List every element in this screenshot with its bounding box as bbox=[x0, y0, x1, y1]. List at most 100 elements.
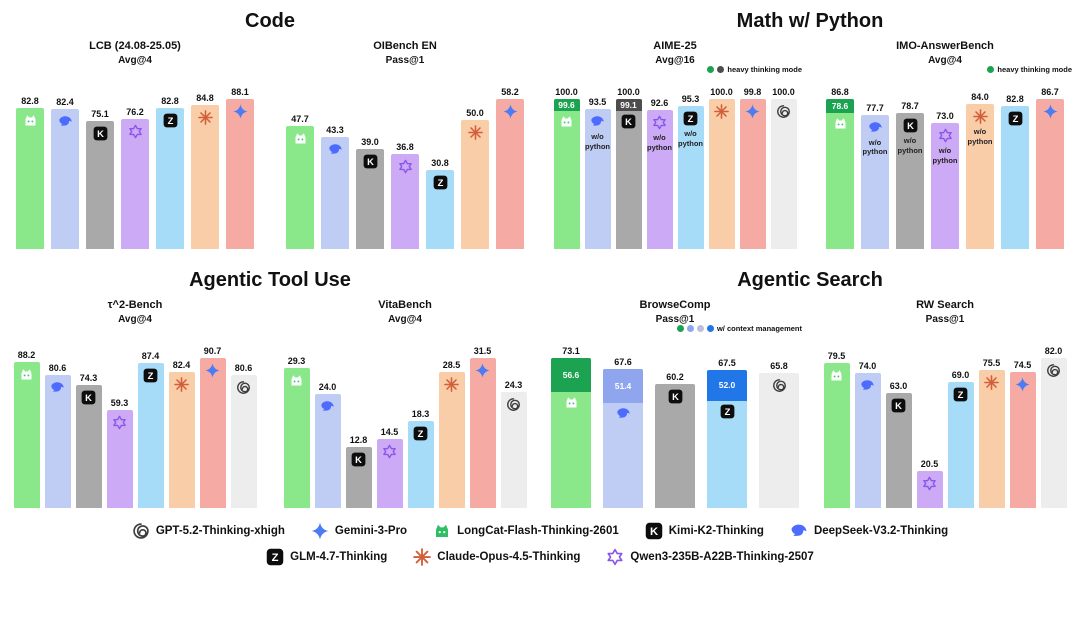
gemini-sparkle-icon bbox=[1042, 104, 1058, 119]
gemini-sparkle-icon bbox=[502, 104, 518, 119]
bar-column-qwen: 59.3 bbox=[106, 330, 133, 508]
bar-column-gpt: 24.3 bbox=[500, 330, 527, 508]
bar-icon-wrapper bbox=[833, 116, 848, 131]
legend-icon-wrapper bbox=[606, 548, 624, 566]
bar-qwen bbox=[391, 154, 419, 249]
svg-text:Z: Z bbox=[724, 407, 730, 417]
bar-longcat bbox=[823, 362, 850, 508]
bar-gpt bbox=[759, 372, 799, 508]
model-legend: GPT-5.2-Thinking-xhigh Gemini-3-Pro LongCa… bbox=[0, 522, 1080, 566]
bar-column-longcat: 73.1 56.6 bbox=[551, 330, 591, 508]
glm-z-icon: Z bbox=[1008, 111, 1022, 126]
bar-icon-wrapper: Z bbox=[1008, 111, 1023, 126]
section-title: Agentic Search bbox=[737, 269, 883, 291]
bar-icon-wrapper bbox=[128, 124, 143, 139]
bar-gpt bbox=[500, 392, 527, 508]
legend-dot-icon bbox=[717, 66, 725, 73]
bar-column-gemini: 74.5 bbox=[1009, 330, 1036, 508]
bar-gemini bbox=[1036, 99, 1064, 249]
qwen-star-icon bbox=[383, 444, 396, 459]
bar-column-qwen: 76.2 bbox=[121, 71, 149, 249]
bar-icon-wrapper bbox=[58, 114, 73, 129]
bar-value-label: 88.2 bbox=[17, 350, 36, 361]
bar-icon-wrapper: Z bbox=[413, 426, 428, 441]
chart-title: τ^2-Bench bbox=[107, 299, 163, 311]
bar-value-label: 29.3 bbox=[287, 356, 306, 367]
bar-column-deepseek: 67.6 51.4 bbox=[603, 330, 643, 508]
bar-value-label: 82.0 bbox=[1044, 346, 1063, 356]
svg-text:Z: Z bbox=[1012, 114, 1018, 124]
chart-title-block: τ^2-Bench Avg@4 bbox=[108, 298, 163, 328]
bar-column-glm: 82.8 Z bbox=[1001, 71, 1029, 249]
bar-longcat: 99.6 bbox=[553, 99, 580, 249]
bar-subvalue-label: 99.1 bbox=[620, 100, 637, 110]
legend-dot-icon bbox=[686, 325, 694, 332]
bar-column-longcat: 47.7 bbox=[286, 71, 314, 249]
chart-title-block: IMO-AnswerBench Avg@4 bbox=[896, 39, 994, 69]
bar-value-label: 74.5 bbox=[1013, 359, 1032, 370]
svg-text:K: K bbox=[355, 455, 362, 465]
bar-value-label: 18.3 bbox=[411, 408, 430, 419]
bar-value-label: 92.6 bbox=[650, 98, 669, 109]
bar-icon-wrapper bbox=[590, 114, 605, 129]
charts-row: τ^2-Bench Avg@4 88.2 80.6 74.3 K 59.3 87.4 Z 82.4… bbox=[0, 298, 540, 508]
bar-deepseek bbox=[854, 372, 881, 508]
bar-icon-wrapper: Z bbox=[953, 387, 968, 402]
bar-column-longcat: 29.3 bbox=[283, 330, 310, 508]
bar-column-claude: 84.0 w/o python bbox=[966, 71, 994, 249]
kimi-k-icon: K bbox=[351, 452, 366, 467]
bar-icon-wrapper bbox=[328, 142, 343, 157]
bar-column-deepseek: 24.0 bbox=[314, 330, 341, 508]
longcat-cat-icon bbox=[566, 397, 576, 408]
bar-value-label: 100.0 bbox=[772, 87, 795, 97]
svg-text:K: K bbox=[672, 392, 679, 402]
charts-row: BrowseComp Pass@1 w/ context management 73.… bbox=[540, 298, 1080, 508]
bar-icon-wrapper: Z bbox=[433, 175, 448, 190]
bar-icon-wrapper bbox=[559, 114, 574, 129]
bar-claude: w/o python bbox=[966, 103, 994, 249]
chart-title: LCB (24.08-25.05) bbox=[89, 40, 181, 52]
bar-column-gemini: 88.1 bbox=[226, 71, 254, 249]
qwen-star-icon bbox=[128, 124, 142, 139]
bar-icon-wrapper bbox=[502, 104, 518, 119]
bar-icon-wrapper bbox=[205, 363, 220, 378]
bar-column-qwen: 92.6 w/o python bbox=[646, 71, 673, 249]
chart-oibench: OIBench EN Pass@1 47.7 43.3 39.0 K 36.8 30.8 Z 50… bbox=[270, 39, 540, 249]
bar-value-label: 82.8 bbox=[161, 96, 179, 107]
longcat-cat-icon bbox=[291, 375, 302, 386]
bar-icon-wrapper bbox=[652, 115, 667, 130]
gpt-swirl-icon bbox=[1047, 364, 1060, 377]
mini-legend: heavy thinking mode bbox=[987, 65, 1072, 74]
bar-icon-wrapper bbox=[772, 378, 787, 393]
kimi-k-icon: K bbox=[891, 398, 906, 413]
bar-glm: Z bbox=[156, 108, 184, 249]
bar-value-label: 82.8 bbox=[21, 96, 39, 107]
bar-glm: Z bbox=[947, 381, 974, 508]
legend-label: Kimi-K2-Thinking bbox=[668, 525, 764, 537]
bar-qwen bbox=[121, 119, 149, 249]
bar-kimi: K bbox=[885, 392, 912, 508]
gpt-swirl-icon bbox=[507, 398, 520, 412]
bar-value-label: 78.7 bbox=[901, 101, 919, 111]
bar-column-qwen: 20.5 bbox=[916, 330, 943, 508]
heavy-mode-cap: 51.4 bbox=[603, 369, 643, 403]
bar-kimi: K bbox=[356, 148, 384, 249]
bar-kimi: K bbox=[75, 385, 102, 508]
chart-title: VitaBench bbox=[378, 299, 432, 311]
claude-starburst-icon bbox=[444, 377, 459, 393]
legend-label: DeepSeek-V3.2-Thinking bbox=[813, 525, 949, 537]
bar-icon-wrapper bbox=[50, 380, 65, 395]
bar-icon-wrapper: K bbox=[621, 114, 636, 129]
gemini-sparkle-icon bbox=[205, 363, 220, 378]
chart-rwsearch: RW Search Pass@1 79.5 74.0 63.0 K 20.5 69.0 Z 75.… bbox=[810, 298, 1080, 508]
chart-title: OIBench EN bbox=[373, 40, 437, 52]
bar-column-claude: 50.0 bbox=[461, 71, 489, 249]
bar-value-label: 30.8 bbox=[431, 157, 449, 168]
charts-row: AIME-25 Avg@16 heavy thinking mode 100.0 99.… bbox=[540, 39, 1080, 249]
legend-label: Qwen3-235B-A22B-Thinking-2507 bbox=[630, 551, 814, 563]
heavy-mode-cap: 99.6 bbox=[553, 99, 580, 111]
bar-claude bbox=[461, 120, 489, 249]
bar-longcat bbox=[16, 108, 44, 249]
svg-text:Z: Z bbox=[272, 552, 279, 564]
